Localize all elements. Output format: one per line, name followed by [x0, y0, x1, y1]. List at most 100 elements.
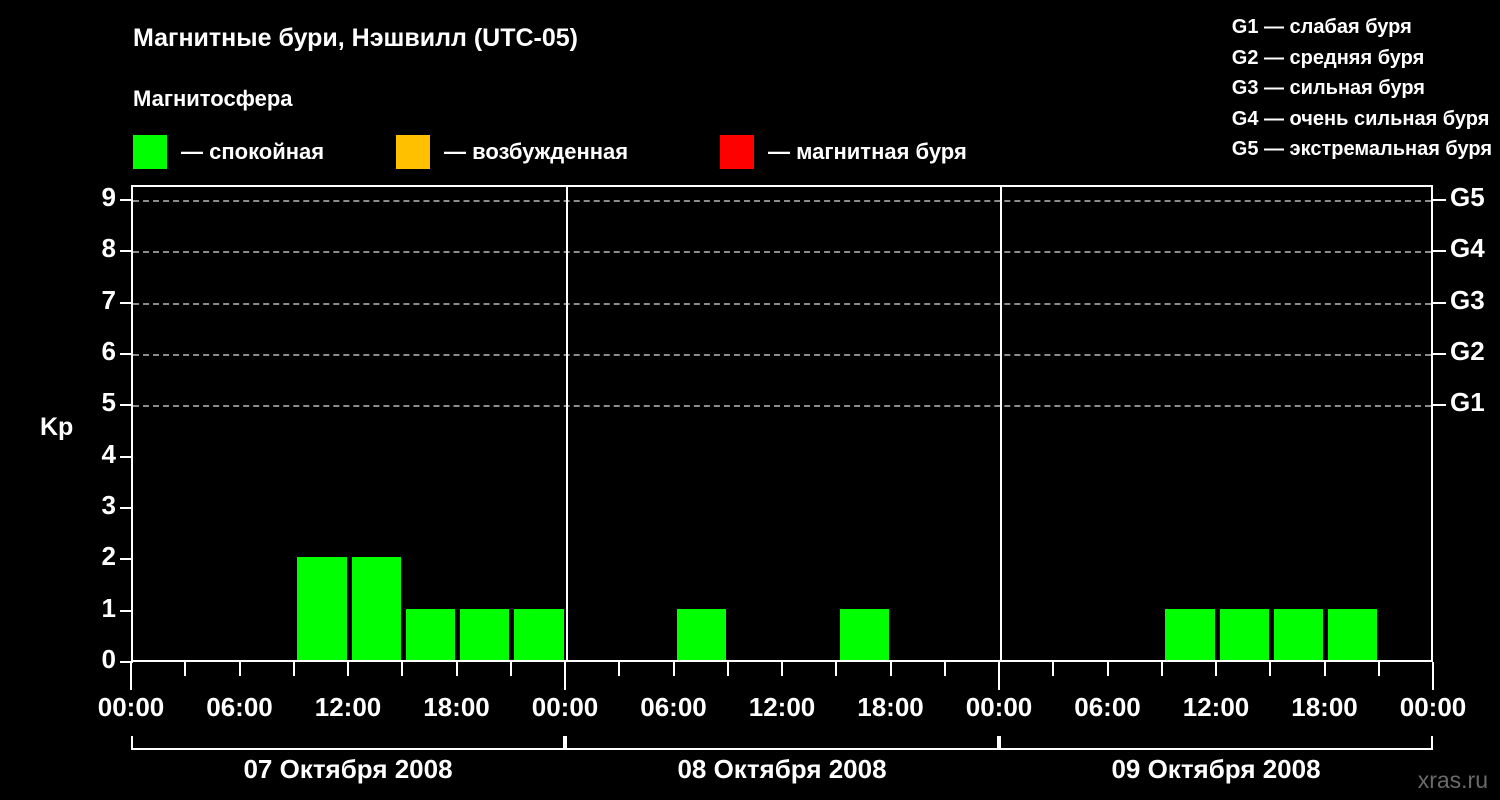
x-axis-day-tick — [130, 662, 132, 690]
storm-scale-line: G2 — средняя буря — [1231, 46, 1425, 69]
plot-area — [131, 185, 1433, 662]
day-separator — [566, 187, 568, 660]
x-axis-tick — [1052, 662, 1055, 676]
storm-scale-line: G1 — слабая буря — [1231, 16, 1412, 38]
g-axis-tick-label: G4 — [1450, 233, 1485, 264]
x-axis-day-tick — [564, 662, 566, 690]
chart-subtitle: Магнитосфера — [133, 86, 293, 111]
y-axis-tick-label: 1 — [101, 592, 116, 623]
x-axis-tick — [889, 662, 892, 676]
y-axis-tick-label: 8 — [101, 233, 116, 264]
storm-scale-legend: G1 — слабая буря G2 — средняя буря G3 — си… — [1232, 12, 1492, 165]
x-axis-tick — [1215, 662, 1217, 676]
gridline — [133, 200, 1431, 202]
x-axis-tick-label: 12:00 — [748, 692, 816, 722]
y-axis-tick-label: 6 — [101, 336, 116, 366]
day-bracket — [131, 736, 565, 750]
x-axis-tick — [455, 662, 458, 676]
gridline — [133, 251, 1431, 254]
day-label: 09 Октября 2008 — [1111, 754, 1321, 784]
legend: — спокойная — возбужденная — магнитная бур… — [0, 134, 1500, 170]
x-axis-tick-label: 12:00 — [1182, 692, 1250, 722]
y-axis-tick — [120, 507, 133, 509]
kp-bar — [351, 557, 401, 660]
x-axis-tick-label: 00:00 — [1399, 692, 1467, 722]
x-axis-tick — [1323, 662, 1326, 676]
x-axis-tick — [1269, 662, 1272, 676]
x-axis-tick-label: 06:00 — [640, 692, 707, 722]
x-axis-day-tick — [998, 662, 1000, 690]
x-axis-tick — [509, 662, 512, 676]
x-axis-tick — [1106, 662, 1109, 676]
y-axis-tick — [120, 301, 133, 304]
y-axis-tick-label: 0 — [101, 644, 116, 674]
kp-bar — [1219, 608, 1269, 660]
page-title: Магнитные бури, Нэшвилл (UTC-05) — [133, 24, 578, 52]
g-axis-tick — [1433, 250, 1446, 253]
x-axis-tick-label: 12:00 — [314, 692, 382, 722]
day-separator — [1000, 187, 1002, 660]
x-axis-tick — [835, 662, 838, 676]
kp-bar — [460, 608, 510, 660]
x-axis-tick — [184, 662, 187, 676]
storm-scale-line: G3 — сильная буря — [1231, 77, 1425, 99]
kp-bar — [677, 608, 727, 660]
y-axis-tick-label: 5 — [101, 387, 116, 418]
y-axis-tick-label: 4 — [101, 438, 116, 469]
x-axis-tick-label: 00:00 — [531, 692, 599, 722]
x-axis-tick — [347, 662, 349, 676]
kp-bar — [1273, 608, 1323, 660]
x-axis-tick-label: 00:00 — [97, 692, 165, 722]
x-axis-tick — [292, 662, 295, 676]
day-bracket — [999, 736, 1433, 750]
g-axis-tick — [1433, 199, 1446, 201]
y-axis-tick — [120, 558, 133, 561]
x-axis-tick — [781, 662, 783, 676]
day-label: 08 Октября 2008 — [677, 754, 887, 784]
x-axis-tick-label: 06:00 — [206, 692, 273, 722]
legend-item: — магнитная буря — [720, 134, 967, 170]
y-axis-tick — [120, 199, 133, 201]
g-axis-tick-label: G5 — [1450, 182, 1485, 212]
g-axis-tick-label: G1 — [1450, 387, 1485, 418]
x-axis-tick-label: 18:00 — [423, 692, 490, 722]
kp-bar — [1165, 608, 1215, 660]
g-axis-tick — [1433, 404, 1446, 407]
storm-scale-line: G5 — экстремальная буря — [1231, 138, 1492, 160]
g-axis-tick — [1433, 353, 1446, 355]
g-axis-tick — [1433, 301, 1446, 304]
x-axis-tick — [726, 662, 729, 676]
x-axis-tick — [672, 662, 675, 676]
legend-item-label: — магнитная буря — [768, 139, 967, 164]
gridline — [133, 405, 1431, 408]
legend-color-swatch — [396, 135, 430, 169]
legend-item-label: — спокойная — [181, 139, 325, 164]
day-label: 07 Октября 2008 — [243, 754, 453, 784]
y-axis-tick-label: 2 — [101, 541, 116, 572]
y-axis-tick-label: 3 — [101, 490, 116, 520]
legend-item: — возбужденная — [396, 134, 628, 170]
y-axis-tick — [120, 609, 133, 612]
kp-bar — [839, 608, 889, 660]
y-axis-label: Kp — [40, 413, 74, 441]
x-axis-tick — [401, 662, 404, 676]
legend-color-swatch — [133, 135, 167, 169]
x-axis-tick-label: 00:00 — [965, 692, 1033, 722]
x-axis-tick-label: 18:00 — [1291, 692, 1358, 722]
watermark: xras.ru — [1417, 767, 1488, 793]
g-axis-tick-label: G3 — [1450, 284, 1485, 315]
y-axis-tick — [120, 250, 133, 253]
x-axis-tick-label: 06:00 — [1074, 692, 1141, 722]
storm-scale-line: G4 — очень сильная буря — [1231, 107, 1490, 130]
kp-bar — [405, 608, 455, 660]
y-axis-tick — [120, 661, 133, 663]
x-axis-tick — [238, 662, 241, 676]
y-axis-tick — [120, 353, 133, 355]
legend-item-label: — возбужденная — [444, 139, 629, 164]
kp-bar — [1328, 608, 1378, 660]
y-axis-tick — [120, 455, 133, 458]
x-axis-tick — [943, 662, 946, 676]
y-axis-tick — [120, 404, 133, 407]
x-axis-tick — [1377, 662, 1380, 676]
x-axis-tick — [1160, 662, 1163, 676]
